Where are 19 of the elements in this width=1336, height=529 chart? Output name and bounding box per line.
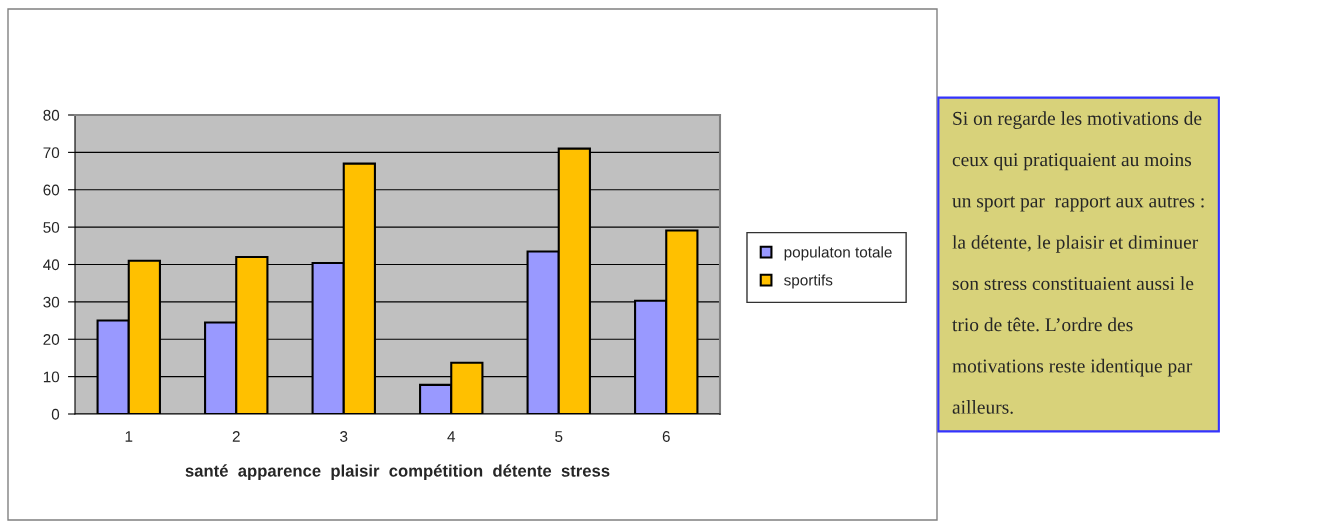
y-tick-label: 30 xyxy=(43,296,60,308)
y-tick-label: 70 xyxy=(43,147,60,159)
y-tick-label: 60 xyxy=(43,184,60,196)
x-tick-label: 5 xyxy=(555,431,563,442)
y-tick-label: 80 xyxy=(43,109,60,121)
x-axis-title: santé apparence plaisir compétition détente stress xyxy=(185,464,610,481)
x-tick-label: 1 xyxy=(125,431,133,442)
text: Si on regarde les motivations de ceux qui pratiquaient au moins un sport par rapport aux autres : la détente, le plaisir et diminuer son stress constituaient aussi le trio de tête. L’ordre des motivations reste identique par ailleurs. xyxy=(952,111,1204,414)
x-tick-label: 2 xyxy=(232,431,240,442)
y-tick-label: 40 xyxy=(43,259,60,271)
legend-label: sportifs xyxy=(784,274,833,289)
y-tick-label: 0 xyxy=(51,408,60,420)
x-tick-label: 4 xyxy=(447,431,456,442)
legend-label: populaton totale xyxy=(784,246,892,261)
y-tick-label: 20 xyxy=(43,334,60,345)
x-tick-label: 3 xyxy=(340,431,348,442)
y-tick-label: 50 xyxy=(43,221,60,233)
x-tick-label: 6 xyxy=(662,431,670,442)
y-tick-label: 10 xyxy=(43,371,60,383)
